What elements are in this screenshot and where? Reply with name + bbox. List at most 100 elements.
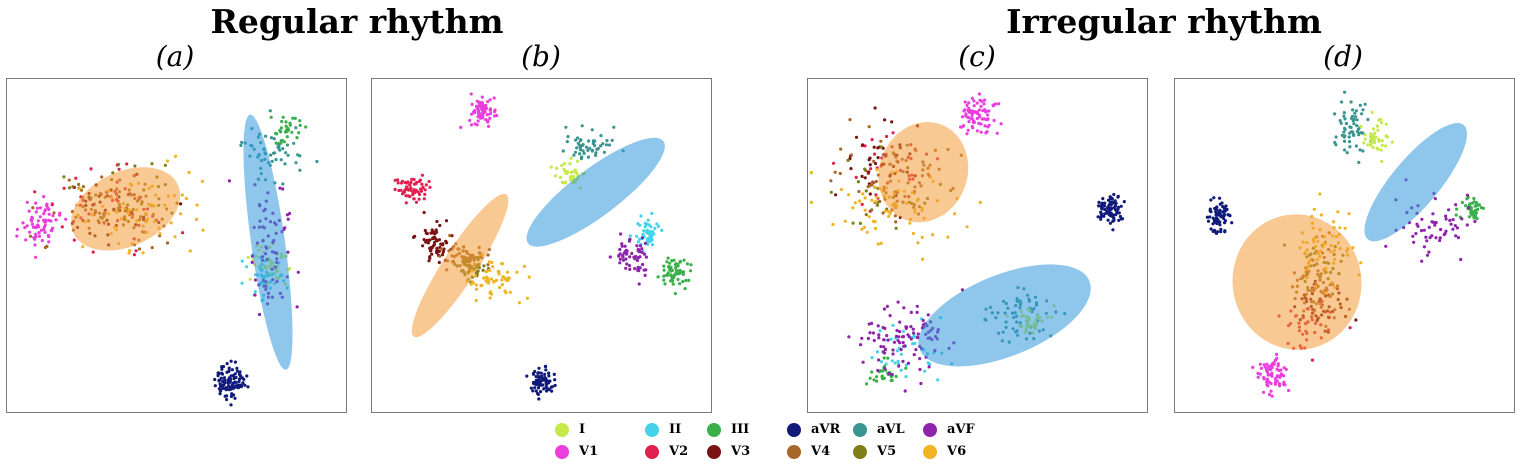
- scatter-point: [1116, 195, 1120, 199]
- scatter-point: [1369, 132, 1373, 136]
- scatter-point: [537, 381, 541, 385]
- scatter-point: [1424, 235, 1428, 239]
- scatter-point: [133, 164, 137, 168]
- legend-label: V4: [811, 444, 831, 459]
- scatter-point: [492, 96, 496, 100]
- scatter-point: [849, 167, 853, 171]
- scatter-point: [1362, 141, 1366, 145]
- scatter-point: [1438, 238, 1442, 243]
- scatter-point: [439, 242, 443, 246]
- scatter-point: [1455, 207, 1459, 211]
- scatter-point: [646, 242, 650, 246]
- scatter-point: [412, 235, 416, 239]
- scatter-point: [831, 222, 835, 227]
- legend-swatch: [853, 445, 867, 459]
- scatter-point: [1358, 148, 1362, 152]
- scatter-point: [233, 360, 237, 364]
- scatter-point: [91, 250, 95, 254]
- scatter-point: [1360, 112, 1364, 116]
- scatter-point: [618, 261, 622, 265]
- scatter-point: [863, 208, 867, 212]
- scatter-point: [971, 126, 975, 130]
- scatter-point: [870, 208, 874, 212]
- scatter-point: [628, 255, 632, 259]
- scatter-point: [918, 357, 922, 361]
- scatter-point: [60, 225, 64, 229]
- scatter-point: [241, 381, 245, 385]
- scatter-point: [889, 337, 893, 341]
- scatter-point: [485, 113, 489, 117]
- scatter-point: [959, 125, 963, 129]
- scatter-point: [618, 247, 622, 252]
- scatter-point: [848, 118, 852, 122]
- scatter-point: [867, 322, 871, 326]
- scatter-point: [423, 228, 427, 233]
- scatter-point: [1371, 127, 1375, 131]
- scatter-point: [628, 267, 632, 271]
- scatter-point: [897, 364, 901, 368]
- scatter-point: [1380, 121, 1384, 125]
- scatter-point: [117, 167, 121, 171]
- scatter-point: [1209, 198, 1213, 202]
- scatter-point: [570, 170, 574, 174]
- scatter-point: [230, 383, 234, 387]
- scatter-point: [1430, 220, 1434, 224]
- scatter-point: [896, 339, 900, 343]
- scatter-point: [953, 212, 957, 216]
- scatter-point: [894, 220, 898, 224]
- scatter-point: [468, 118, 472, 123]
- scatter-point: [79, 188, 84, 192]
- scatter-point: [1455, 226, 1459, 230]
- scatter-point: [971, 109, 975, 113]
- scatter-point: [861, 192, 865, 196]
- scatter-point: [237, 372, 241, 376]
- panel-label-d: (d): [1323, 40, 1363, 73]
- scatter-point: [423, 192, 427, 196]
- scatter-point: [646, 237, 650, 241]
- scatter-point: [590, 148, 594, 152]
- scatter-point: [640, 250, 644, 254]
- scatter-point: [537, 397, 541, 401]
- scatter-point: [410, 177, 414, 181]
- scatter-point: [1097, 204, 1101, 208]
- scatter-point: [475, 123, 479, 127]
- scatter-point: [547, 374, 551, 378]
- scatter-point: [222, 383, 226, 387]
- scatter-point: [150, 162, 154, 166]
- scatter-point: [422, 238, 426, 242]
- scatter-point: [1109, 200, 1113, 204]
- scatter-point: [409, 188, 413, 192]
- scatter-point: [227, 380, 231, 385]
- scatter-point: [21, 221, 25, 225]
- scatter-point: [1111, 228, 1115, 232]
- scatter-point: [562, 167, 566, 172]
- cluster-region-ellipse: [71, 167, 181, 251]
- scatter-point: [475, 104, 479, 108]
- scatter-point: [599, 134, 603, 138]
- scatter-point: [485, 269, 489, 273]
- scatter-point: [34, 210, 38, 214]
- scatter-point: [1434, 236, 1438, 240]
- scatter-point: [239, 143, 243, 147]
- scatter-panel-c: [807, 78, 1148, 413]
- scatter-point: [673, 263, 677, 267]
- scatter-point: [1472, 196, 1476, 201]
- scatter-point: [1215, 230, 1220, 234]
- scatter-point: [1117, 218, 1121, 222]
- scatter-point: [218, 389, 222, 393]
- scatter-point: [1221, 205, 1225, 209]
- scatter-point: [200, 179, 205, 183]
- scatter-point: [886, 356, 890, 360]
- scatter-point: [486, 253, 490, 257]
- scatter-point: [1310, 358, 1315, 362]
- scatter-point: [277, 146, 281, 150]
- scatter-point: [227, 369, 231, 373]
- scatter-point: [681, 280, 685, 284]
- scatter-point: [880, 369, 885, 373]
- scatter-point: [893, 214, 897, 218]
- cluster-avf: [847, 288, 965, 393]
- scatter-point: [1348, 145, 1352, 149]
- scatter-point: [277, 142, 281, 146]
- scatter-point: [975, 129, 979, 133]
- scatter-point: [132, 253, 136, 257]
